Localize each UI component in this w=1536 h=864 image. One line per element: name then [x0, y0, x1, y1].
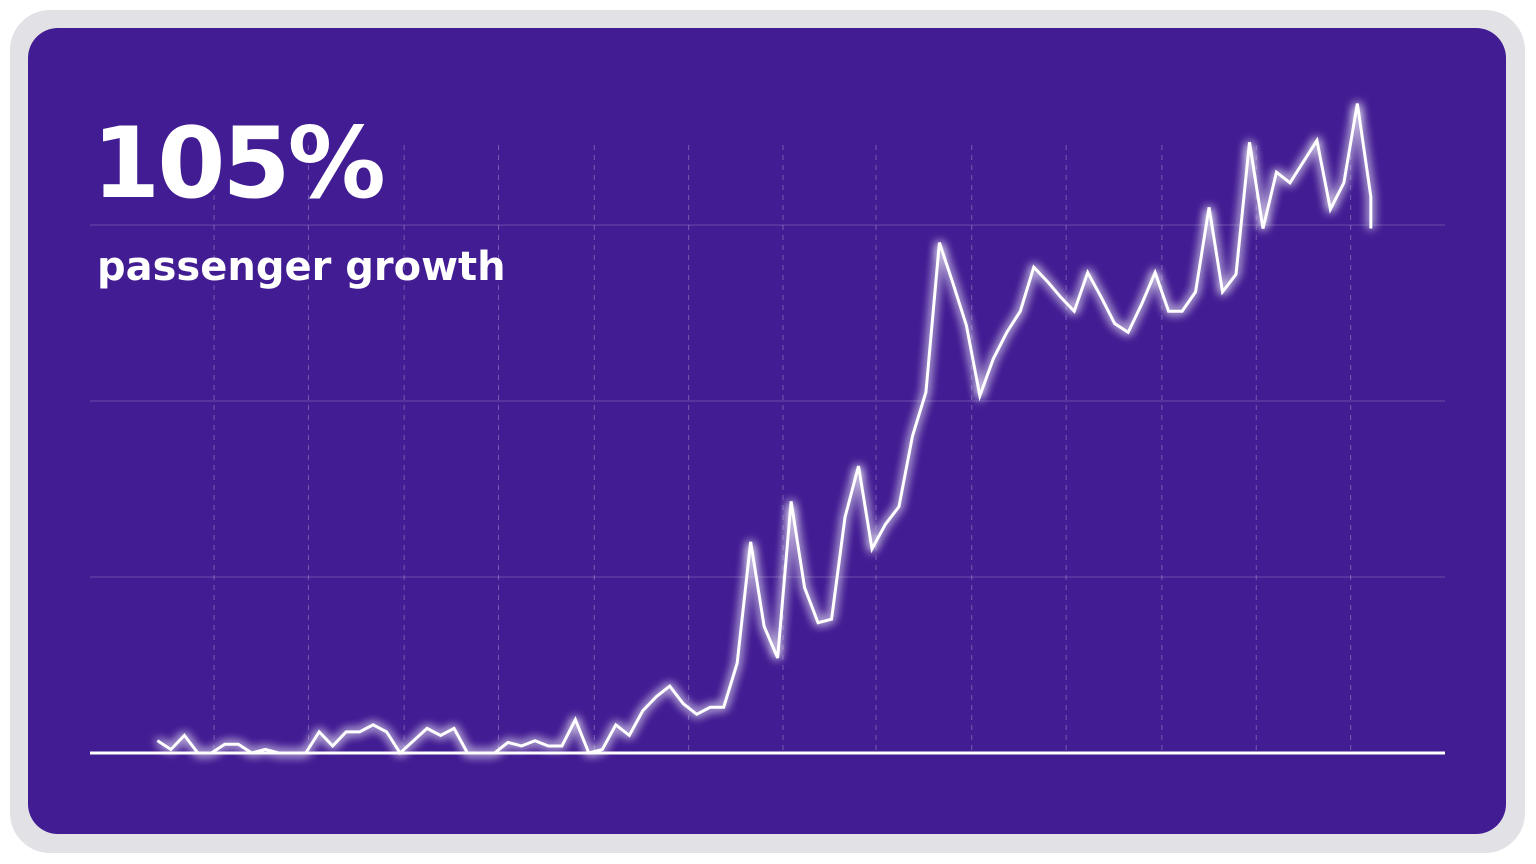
line — [156, 103, 1373, 756]
subtitle: passenger growth — [97, 244, 506, 290]
headline: 105% — [92, 107, 384, 221]
card — [28, 28, 1506, 834]
